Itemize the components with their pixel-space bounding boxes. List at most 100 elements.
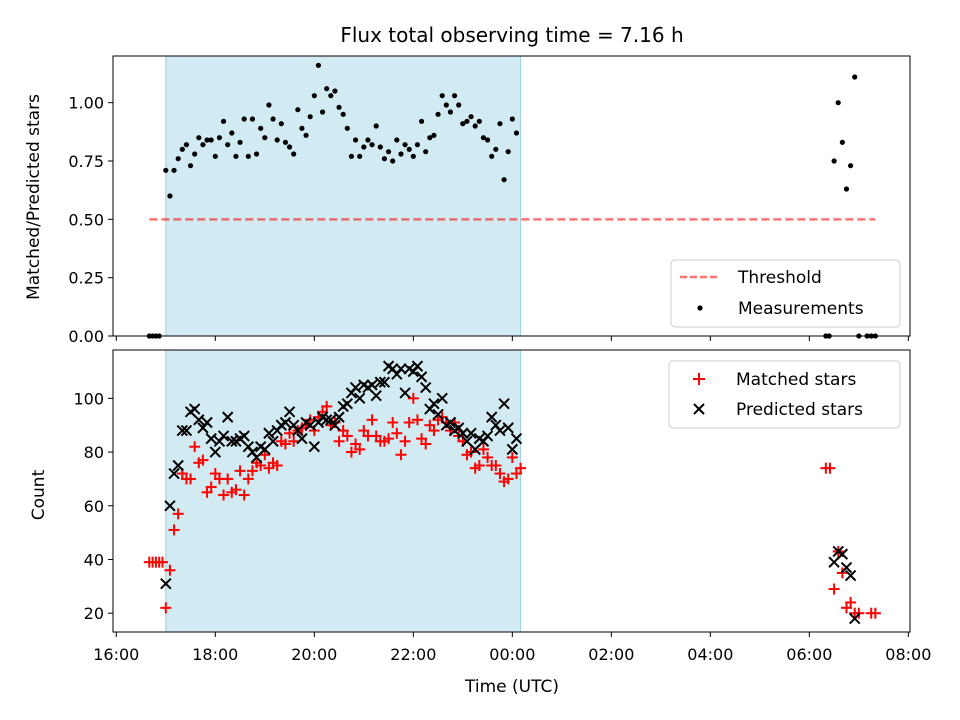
count-y-tick-label: 100 [73,389,104,408]
matched-point [164,564,176,576]
measurements-legend-swatch [697,305,703,311]
predicted-point [267,435,279,448]
predicted-point [510,432,523,445]
ratio-y-tick-label: 0.00 [68,327,104,346]
measurement-point [427,135,433,141]
predicted-point [217,430,230,442]
count-x-tick-label: 22:00 [390,645,436,664]
measurement-point [431,132,437,138]
measurement-point [241,116,247,122]
count-y-ticks: 20 40 60 80 100 [73,389,113,623]
predicted-point [411,360,424,372]
predicted-point [176,424,189,437]
measurement-point [278,121,284,127]
predicted-point [366,379,378,391]
measurement-point [352,137,359,143]
predicted-point [849,612,861,625]
measurement-point [365,137,371,143]
matched-point [304,414,316,426]
measurement-point [183,142,190,148]
matched-point [333,435,345,447]
count-x-tick-label: 00:00 [489,645,535,664]
measurement-point [472,123,478,129]
predicted-point [378,376,391,388]
measurement-point [402,142,408,148]
measurement-point [398,151,404,157]
predicted-point [188,403,201,415]
count-x-tick-label: 18:00 [192,645,238,664]
matched-point [403,417,415,429]
count-x-tick-label: 06:00 [786,645,832,664]
measurement-point [262,135,268,141]
predicted-point [238,430,250,442]
measurement-point [229,130,235,136]
matched-point [366,414,378,426]
measurement-point [390,158,396,164]
predicted-point [428,398,440,410]
ratio-y-axis-label: Matched/Predicted stars [24,94,44,300]
measurement-point [303,132,309,138]
count-x-tick-label: 02:00 [588,645,634,664]
measurement-point [311,93,317,99]
predicted-point [226,435,238,448]
measurement-point [381,156,388,162]
matched-point [168,524,180,536]
predicted-point [485,411,498,423]
predicted-point [457,427,469,439]
measurement-point [336,104,342,110]
matched-point [473,459,485,471]
measurement-point [493,146,499,152]
matched-point [172,508,184,520]
matched-point [391,427,403,439]
predicted-point [844,569,857,582]
measurement-point [348,153,355,159]
count-legend-box [668,360,901,429]
predicted-point [263,427,275,439]
count-x-tick-label: 08:00 [885,645,931,664]
predicted-point [436,392,448,405]
predicted-point [494,424,506,437]
measurement-point [468,114,474,120]
predicted-point [498,398,510,410]
measurement-point [175,156,181,162]
measurement-point [394,137,400,143]
predicted-point [180,424,193,437]
predicted-point [283,406,296,418]
measurement-point [266,102,272,108]
predicted-point [444,416,457,429]
x-axis-label: Time (UTC) [464,677,559,697]
matched-point [845,596,857,608]
predicted-point [201,416,213,429]
matched-point [515,462,527,474]
matched-point [395,449,407,461]
count-x-ticks: 16:00 18:00 20:00 22:00 00:00 02:00 04:00 06:00… [93,632,931,664]
measurement-point [245,153,251,159]
measurement-point [315,62,322,68]
measurement-point [497,121,503,127]
count-legend: Matched stars Predicted stars [668,360,901,429]
matched-point [387,417,399,429]
measurement-point [216,135,223,141]
measurement-point [451,93,458,99]
matched-point [383,433,395,445]
ratio-x-ticks [115,336,909,341]
ratio-legend-box [670,259,901,328]
measurement-point [286,144,293,150]
predicted-point [279,416,292,429]
measurement-point [513,130,520,136]
measurement-point [171,167,177,173]
measurement-point [361,144,367,150]
matched-point [465,446,477,458]
matched-point [482,451,494,463]
measurement-point [456,102,462,108]
matched-point [345,446,357,458]
matched-point [271,459,283,471]
matched-legend-label: Matched stars [736,370,856,390]
matched-point [477,443,489,455]
count-y-tick-label: 20 [84,604,104,623]
matched-point [242,473,254,485]
predicted-point [836,548,849,560]
matched-point [490,459,502,471]
threshold-legend-label: Threshold [737,268,822,288]
measurement-point [418,118,425,124]
